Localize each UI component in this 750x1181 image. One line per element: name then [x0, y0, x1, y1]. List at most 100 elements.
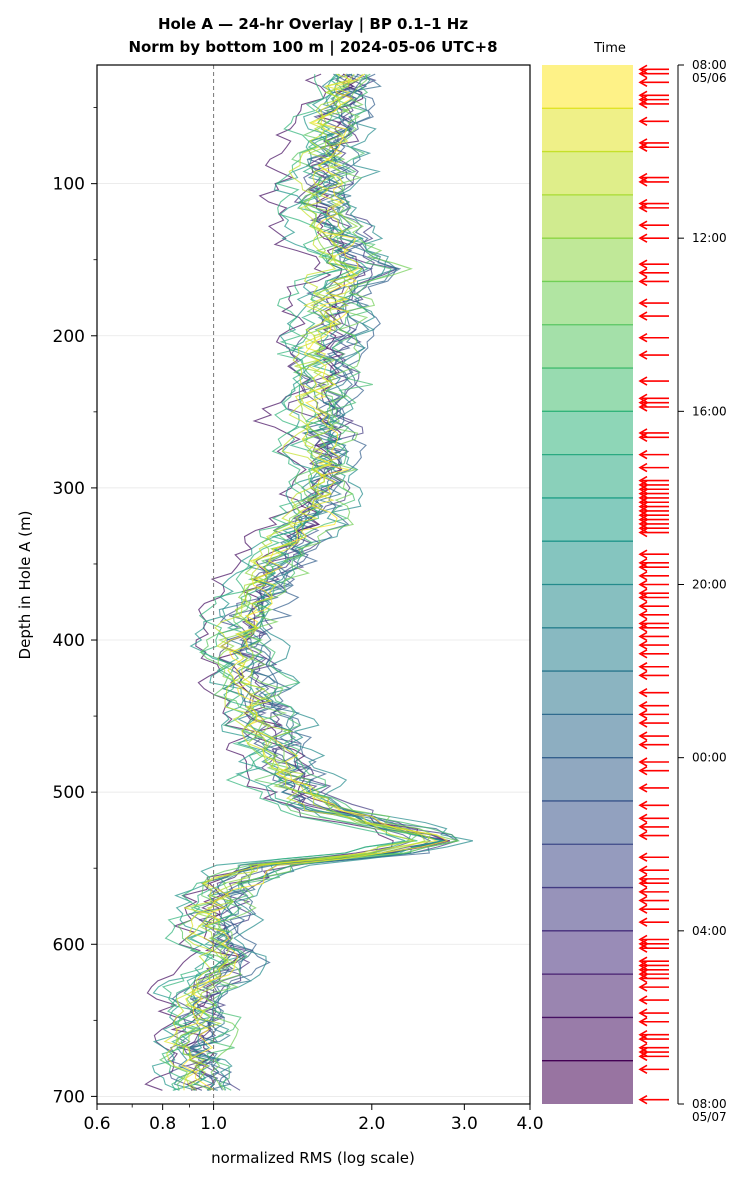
event-arrow-head: [638, 276, 648, 287]
event-arrow-head: [638, 830, 648, 841]
event-arrow-head: [638, 618, 648, 629]
event-arrow-head: [638, 484, 648, 494]
event-arrow-head: [638, 1034, 648, 1044]
colorbar-band: [542, 454, 633, 498]
event-arrow-head: [638, 718, 648, 728]
colorbar-band: [542, 65, 633, 109]
event-arrow-head: [638, 904, 648, 914]
event-arrow-head: [638, 601, 648, 611]
event-arrow-head: [638, 138, 648, 148]
event-arrow-head: [638, 765, 648, 776]
event-arrow-head: [638, 506, 648, 516]
time-tick-label: 04:00: [692, 924, 727, 938]
event-arrow-head: [638, 1017, 648, 1027]
series-line: [182, 73, 451, 1091]
series-line: [176, 73, 432, 1091]
x-tick-label: 3.0: [451, 1114, 478, 1134]
event-arrow-head: [638, 77, 648, 88]
colorbar-band: [542, 887, 633, 931]
chart-title-line2: Norm by bottom 100 m | 2024-05-06 UTC+8: [128, 38, 497, 57]
event-arrow-head: [638, 852, 648, 862]
event-arrow-head: [638, 311, 648, 321]
event-arrow-head: [638, 701, 648, 711]
colorbar: [542, 65, 633, 1104]
colorbar-band: [542, 714, 633, 758]
event-arrow-head: [638, 475, 648, 486]
event-arrow-head: [638, 960, 648, 971]
event-arrow-head: [638, 558, 648, 568]
event-arrow-head: [638, 956, 648, 966]
event-arrow-head: [638, 965, 648, 975]
event-arrow-head: [638, 623, 648, 633]
time-tick-date: 05/06: [692, 71, 727, 85]
y-tick-label: 400: [53, 631, 85, 651]
y-tick-label: 100: [53, 175, 85, 195]
event-arrow-head: [638, 488, 648, 499]
event-arrow-head: [638, 813, 648, 823]
event-arrow-head: [638, 198, 648, 209]
event-arrow-head: [638, 631, 648, 642]
colorbar-band: [542, 194, 633, 239]
colorbar-band: [542, 1017, 633, 1061]
event-arrow-head: [638, 895, 648, 906]
time-tick-label: 12:00: [692, 231, 727, 245]
event-arrow-head: [638, 527, 648, 538]
colorbar-label: Time: [593, 41, 626, 56]
event-arrow-head: [638, 402, 648, 412]
event-arrow-head: [638, 432, 648, 443]
colorbar-band: [542, 497, 633, 542]
event-arrow-head: [638, 480, 648, 490]
colorbar-band: [542, 844, 633, 888]
event-arrow-head: [638, 393, 648, 404]
colorbar-band: [542, 1060, 633, 1104]
event-arrow-head: [638, 177, 648, 187]
event-arrow-head: [638, 688, 648, 698]
event-arrow-head: [638, 934, 648, 945]
time-tick-label: 16:00: [692, 404, 727, 418]
y-tick-label: 500: [53, 783, 85, 803]
event-arrow-head: [638, 94, 648, 105]
event-arrow-head: [638, 865, 648, 875]
event-arrow-head: [638, 116, 648, 126]
event-arrow-head: [638, 462, 648, 473]
event-arrow-head: [638, 64, 648, 75]
event-arrow-head: [638, 298, 648, 308]
event-arrow-head: [638, 220, 648, 230]
event-arrow-head: [638, 519, 648, 529]
event-arrow-head: [638, 449, 648, 460]
time-tick-label: 00:00: [692, 751, 727, 765]
colorbar-band: [542, 757, 633, 801]
colorbar-band: [542, 151, 633, 195]
colorbar-band: [542, 627, 633, 672]
colorbar-band: [542, 800, 633, 845]
event-arrow-head: [638, 350, 648, 360]
event-arrow-head: [638, 731, 648, 741]
series-line: [166, 73, 415, 1091]
colorbar-band: [542, 281, 633, 325]
event-arrow-head: [638, 592, 648, 603]
x-tick-label: 0.8: [149, 1114, 176, 1134]
event-arrow-head: [638, 493, 648, 503]
event-arrow-head: [638, 497, 648, 507]
x-tick-label: 1.0: [200, 1114, 227, 1134]
event-arrow-head: [638, 397, 648, 408]
y-tick-label: 300: [53, 479, 85, 499]
x-tick-label: 2.0: [358, 1114, 385, 1134]
event-arrow-head: [638, 1008, 648, 1018]
series-line: [199, 74, 458, 1091]
event-arrow-head: [638, 172, 648, 183]
event-arrow-head: [638, 943, 648, 953]
colorbar-band: [542, 324, 633, 369]
plot-frame: [96, 64, 531, 1105]
event-arrow-head: [638, 982, 648, 992]
event-markers: [638, 64, 669, 1105]
colorbar-band: [542, 584, 633, 628]
event-arrow-head: [638, 662, 648, 672]
plot-area: 0.6 0.8 1.0 2.0 3.0 4.0 100 200 300 400 500 600 700: [53, 64, 544, 1134]
event-arrow-head: [638, 887, 648, 897]
event-arrow-head: [638, 1094, 648, 1105]
event-arrow-head: [638, 878, 648, 888]
event-arrow-head: [638, 800, 648, 810]
event-arrow-head: [638, 514, 648, 525]
colorbar-band: [542, 541, 633, 585]
